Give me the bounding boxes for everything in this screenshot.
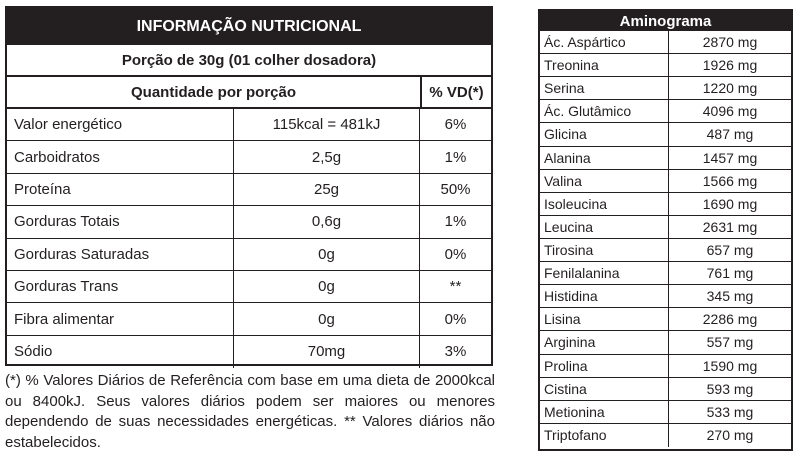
amino-acid-name: Glicina [540,123,669,146]
nutrition-facts-table: INFORMAÇÃO NUTRICIONAL Porção de 30g (01… [5,6,493,369]
amino-row: Fenilalanina 761 mg [540,262,791,286]
nutrient-amount: 0g [234,238,420,270]
amino-row: Cistina 593 mg [540,377,791,401]
quantity-header: Quantidade por porção [7,77,422,107]
amino-row: Alanina 1457 mg [540,146,791,170]
amino-acid-amount: 1457 mg [702,149,758,166]
nutrient-amount: 0,6g [234,206,420,238]
amino-acid-name: Ác. Aspártico [540,31,669,54]
amino-row: Leucina 2631 mg [540,215,791,239]
nutrition-row: Valor energético 115kcal = 481kJ 6% [7,109,491,142]
nutrition-row: Gorduras Totais 0,6g 1% [7,206,491,239]
amino-row: Ác. Aspártico 2870 mg [540,31,791,55]
nutrient-daily-value: 50% [440,180,471,198]
nutrient-name: Fibra alimentar [7,303,234,335]
nutrition-rows: Valor energético 115kcal = 481kJ 6% Carb… [7,109,491,369]
amino-row: Isoleucina 1690 mg [540,192,791,216]
nutrition-row: Proteína 25g 50% [7,173,491,207]
amino-acid-name: Valina [540,169,669,192]
portion-size: Porção de 30g (01 colher dosadora) [7,45,491,77]
amino-acid-amount: 657 mg [706,242,754,259]
aminogram-title: Aminograma [540,11,791,31]
amino-acid-amount: 1926 mg [702,57,758,74]
amino-acid-amount: 1590 mg [702,357,758,374]
amino-acid-name: Alanina [540,146,669,169]
amino-acid-name: Ác. Glutâmico [540,100,669,123]
amino-row: Serina 1220 mg [540,77,791,101]
nutrition-row: Sódio 70mg 3% [7,335,491,369]
amino-row: Treonina 1926 mg [540,54,791,78]
amino-acid-name: Metionina [540,400,669,423]
amino-acid-amount: 2870 mg [702,34,758,51]
nutrient-name: Gorduras Totais [7,206,234,238]
amino-acid-name: Prolina [540,354,669,377]
nutrient-daily-value: 6% [444,116,467,134]
amino-acid-name: Tirosina [540,238,669,262]
amino-row: Histidina 345 mg [540,285,791,309]
amino-acid-amount: 487 mg [706,126,754,143]
nutrient-name: Sódio [7,335,234,369]
amino-row: Valina 1566 mg [540,169,791,193]
nutrient-amount: 115kcal = 481kJ [234,109,420,141]
amino-acid-amount: 2631 mg [702,218,758,235]
nutrient-amount: 25g [234,173,420,206]
amino-acid-name: Isoleucina [540,192,669,215]
nutrient-amount: 0g [234,270,420,303]
nutrition-row: Gorduras Trans 0g ** [7,270,491,304]
nutrient-name: Proteína [7,173,234,206]
nutrient-daily-value: 1% [444,148,467,166]
nutrient-name: Valor energético [7,109,234,141]
amino-acid-amount: 761 mg [706,265,754,282]
nutrient-daily-value: 1% [444,213,467,231]
nutrient-amount: 0g [234,303,420,335]
amino-row: Lisina 2286 mg [540,308,791,332]
amino-acid-name: Lisina [540,308,669,331]
amino-acid-name: Arginina [540,331,669,354]
aminogram-table: Aminograma Ác. Aspártico 2870 mg Treonina… [538,9,793,451]
amino-row: Tirosina 657 mg [540,238,791,263]
amino-acid-name: Cistina [540,377,669,400]
nutrient-name: Gorduras Trans [7,270,234,303]
nutrient-daily-value: 0% [444,310,467,328]
amino-acid-name: Fenilalanina [540,262,669,285]
nutrient-name: Carboidratos [7,141,234,173]
amino-acid-amount: 557 mg [706,334,754,351]
daily-value-header: % VD(*) [429,83,484,101]
amino-acid-amount: 4096 mg [702,103,758,120]
amino-row: Metionina 533 mg [540,400,791,424]
nutrition-row: Carboidratos 2,5g 1% [7,141,491,174]
amino-acid-amount: 2286 mg [702,311,758,328]
nutrition-row: Fibra alimentar 0g 0% [7,303,491,336]
amino-acid-amount: 533 mg [706,403,754,420]
amino-acid-name: Serina [540,77,669,100]
nutrient-daily-value: 3% [444,343,467,361]
nutrition-row: Gorduras Saturadas 0g 0% [7,238,491,271]
amino-acid-name: Leucina [540,215,669,238]
nutrient-daily-value: 0% [444,245,467,263]
amino-acid-name: Triptofano [540,423,669,447]
amino-row: Triptofano 270 mg [540,423,791,447]
nutrition-footnote: (*) % Valores Diários de Referência com … [5,372,495,451]
nutrient-name: Gorduras Saturadas [7,238,234,270]
nutrient-amount: 70mg [234,335,420,369]
amino-acid-name: Histidina [540,285,669,308]
nutrient-daily-value: ** [449,278,462,296]
amino-row: Prolina 1590 mg [540,354,791,378]
amino-acid-amount: 1220 mg [702,80,758,97]
amino-row: Ác. Glutâmico 4096 mg [540,100,791,124]
amino-acid-amount: 345 mg [706,288,754,305]
amino-row: Glicina 487 mg [540,123,791,147]
amino-acid-amount: 593 mg [706,380,754,397]
amino-acid-amount: 270 mg [706,427,754,444]
amino-acid-amount: 1690 mg [702,195,758,212]
amino-row: Arginina 557 mg [540,331,791,355]
nutrition-header-row: Quantidade por porção % VD(*) [7,77,491,109]
amino-acid-name: Treonina [540,54,669,77]
amino-acid-amount: 1566 mg [702,172,758,189]
nutrition-title: INFORMAÇÃO NUTRICIONAL [7,8,491,45]
nutrient-amount: 2,5g [234,141,420,173]
